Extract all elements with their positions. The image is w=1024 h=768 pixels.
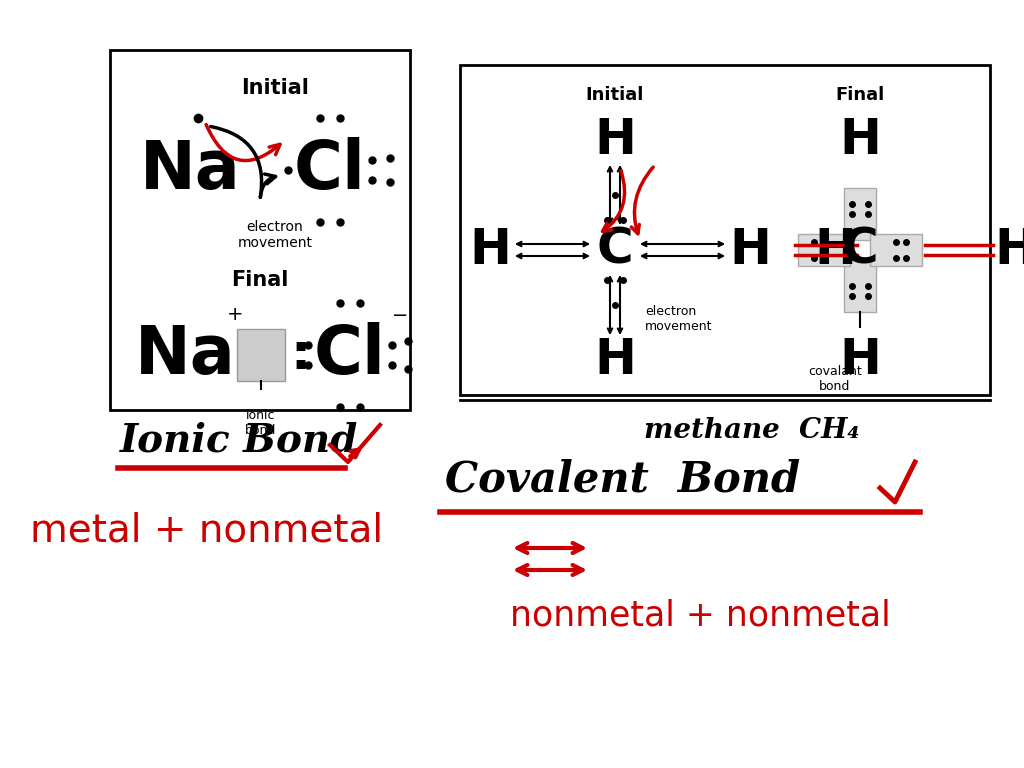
Text: H: H — [729, 226, 771, 274]
Bar — [844, 260, 876, 312]
FancyArrowPatch shape — [617, 167, 623, 223]
Text: Final: Final — [231, 270, 289, 290]
FancyArrowPatch shape — [608, 167, 612, 223]
Text: metal + nonmetal: metal + nonmetal — [30, 511, 383, 549]
Text: H: H — [839, 336, 881, 384]
FancyArrowPatch shape — [617, 277, 623, 333]
Bar — [460, 65, 990, 395]
FancyArrowPatch shape — [608, 277, 612, 333]
Text: Cl: Cl — [294, 137, 366, 203]
FancyArrowPatch shape — [517, 565, 583, 575]
FancyArrowPatch shape — [517, 253, 588, 258]
Text: C: C — [842, 226, 879, 274]
Text: electron
movement: electron movement — [238, 220, 312, 250]
Text: H: H — [839, 116, 881, 164]
Text: Cl: Cl — [314, 322, 386, 388]
Text: H: H — [994, 226, 1024, 274]
Text: Ionic Bond: Ionic Bond — [120, 421, 358, 459]
FancyArrowPatch shape — [632, 167, 653, 233]
Text: +: + — [226, 306, 244, 325]
Text: Na: Na — [139, 137, 241, 203]
Text: Covalent  Bond: Covalent Bond — [445, 459, 800, 501]
Text: Na: Na — [134, 322, 236, 388]
Text: methane  CH₄: methane CH₄ — [644, 416, 859, 443]
Text: :: : — [290, 331, 310, 379]
FancyArrowPatch shape — [517, 543, 583, 553]
Text: Final: Final — [836, 86, 885, 104]
Text: H: H — [594, 336, 636, 384]
Text: H: H — [814, 226, 856, 274]
Text: C: C — [597, 226, 634, 274]
Text: H: H — [469, 226, 511, 274]
FancyArrowPatch shape — [206, 124, 280, 161]
Text: H: H — [594, 116, 636, 164]
Bar — [237, 329, 285, 381]
Text: nonmetal + nonmetal: nonmetal + nonmetal — [510, 598, 891, 632]
FancyArrowPatch shape — [211, 127, 262, 197]
Text: covalant
bond: covalant bond — [808, 365, 862, 393]
FancyArrowPatch shape — [260, 174, 275, 197]
Text: ionic
bond: ionic bond — [246, 409, 276, 437]
Bar — [844, 188, 876, 240]
FancyArrowPatch shape — [642, 253, 723, 258]
Text: −: − — [392, 306, 409, 325]
Text: Initial: Initial — [586, 86, 644, 104]
Bar — [870, 234, 922, 266]
FancyArrowPatch shape — [642, 242, 723, 247]
Bar — [798, 234, 850, 266]
Bar — [110, 50, 410, 410]
FancyArrowPatch shape — [602, 170, 625, 231]
FancyArrowPatch shape — [517, 242, 588, 247]
FancyArrowPatch shape — [350, 449, 359, 457]
Text: Initial: Initial — [241, 78, 309, 98]
Text: electron
movement: electron movement — [645, 305, 713, 333]
